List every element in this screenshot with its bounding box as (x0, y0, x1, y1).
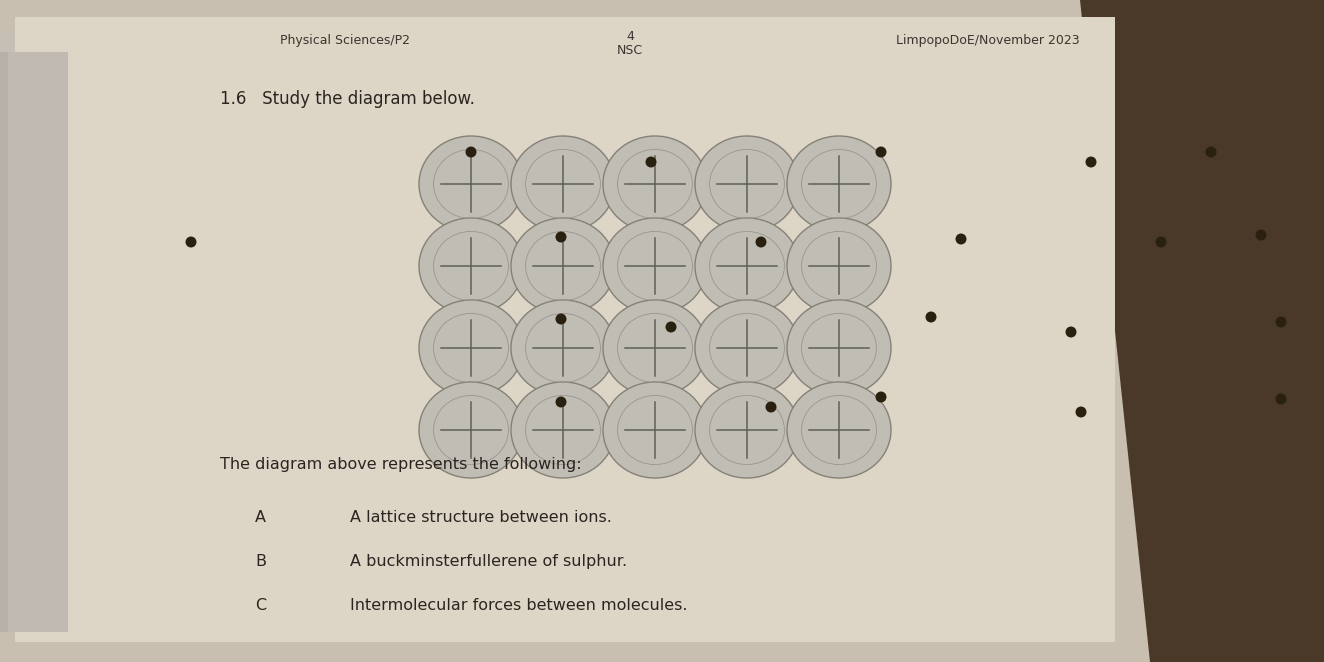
Ellipse shape (511, 382, 616, 478)
Ellipse shape (511, 136, 616, 232)
Polygon shape (1080, 0, 1324, 662)
Circle shape (1156, 236, 1166, 248)
Circle shape (646, 156, 657, 167)
Circle shape (1275, 316, 1287, 328)
Circle shape (1075, 406, 1087, 418)
Ellipse shape (695, 300, 798, 396)
Ellipse shape (418, 300, 523, 396)
Ellipse shape (786, 300, 891, 396)
Ellipse shape (786, 218, 891, 314)
Text: B: B (256, 554, 266, 569)
Ellipse shape (511, 218, 616, 314)
Circle shape (466, 146, 477, 158)
Circle shape (1205, 146, 1217, 158)
Text: C: C (256, 598, 266, 613)
Circle shape (956, 234, 967, 244)
Text: A lattice structure between ions.: A lattice structure between ions. (350, 510, 612, 525)
Circle shape (1255, 230, 1267, 240)
Circle shape (185, 236, 196, 248)
Text: 4: 4 (626, 30, 634, 43)
Text: 1.6   Study the diagram below.: 1.6 Study the diagram below. (220, 90, 475, 108)
Circle shape (666, 322, 677, 332)
Circle shape (875, 146, 887, 158)
Ellipse shape (602, 136, 707, 232)
Text: NSC: NSC (617, 44, 643, 57)
Ellipse shape (418, 136, 523, 232)
Text: A: A (256, 510, 266, 525)
Circle shape (765, 401, 776, 412)
Circle shape (556, 397, 567, 408)
Text: LimpopoDoE/November 2023: LimpopoDoE/November 2023 (896, 34, 1080, 47)
Ellipse shape (695, 218, 798, 314)
Ellipse shape (511, 300, 616, 396)
Ellipse shape (418, 382, 523, 478)
Text: Physical Sciences/P2: Physical Sciences/P2 (279, 34, 410, 47)
Circle shape (756, 236, 767, 248)
Circle shape (1066, 326, 1076, 338)
Ellipse shape (602, 300, 707, 396)
Circle shape (875, 391, 887, 402)
Ellipse shape (695, 382, 798, 478)
Circle shape (556, 314, 567, 324)
Ellipse shape (786, 136, 891, 232)
FancyBboxPatch shape (0, 52, 60, 632)
Ellipse shape (695, 136, 798, 232)
Text: Intermolecular forces between molecules.: Intermolecular forces between molecules. (350, 598, 687, 613)
Circle shape (1086, 156, 1096, 167)
Circle shape (1275, 393, 1287, 404)
Ellipse shape (602, 382, 707, 478)
Text: A buckminsterfullerene of sulphur.: A buckminsterfullerene of sulphur. (350, 554, 628, 569)
Ellipse shape (786, 382, 891, 478)
Ellipse shape (602, 218, 707, 314)
Circle shape (556, 232, 567, 242)
FancyBboxPatch shape (15, 17, 1115, 642)
Ellipse shape (418, 218, 523, 314)
FancyBboxPatch shape (8, 52, 68, 632)
Circle shape (925, 312, 936, 322)
Text: The diagram above represents the following:: The diagram above represents the followi… (220, 457, 581, 472)
FancyBboxPatch shape (0, 32, 1080, 632)
